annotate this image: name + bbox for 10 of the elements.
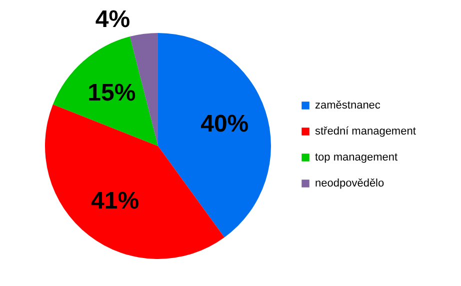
legend-label: zaměstnanec bbox=[315, 100, 381, 112]
pie-slice bbox=[52, 36, 158, 146]
data-label: 40% bbox=[200, 110, 249, 138]
data-label: 15% bbox=[88, 79, 136, 106]
legend-label: neodpovědělo bbox=[315, 178, 384, 190]
legend-label: střední management bbox=[315, 126, 416, 138]
legend-label: top management bbox=[315, 152, 398, 164]
pie-slice bbox=[158, 33, 271, 238]
data-label: 41% bbox=[91, 187, 140, 214]
data-label: 4% bbox=[95, 6, 130, 33]
